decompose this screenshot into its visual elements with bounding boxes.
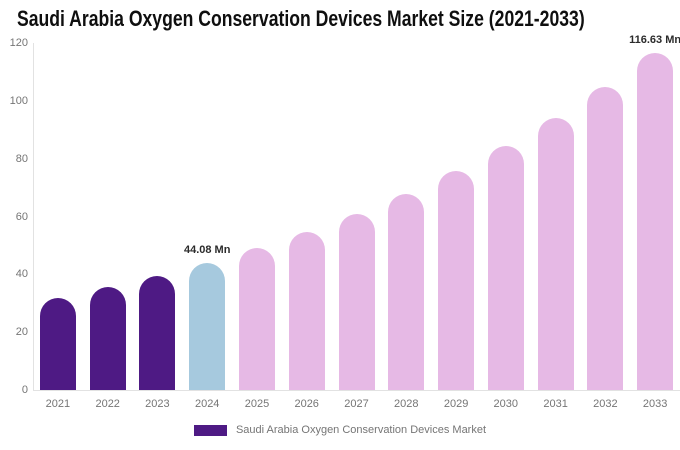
x-axis-label-2031: 2031 [543,398,568,410]
bar-2027[interactable] [338,213,375,390]
bar-2033[interactable] [637,52,674,390]
y-axis-tick-label: 60 [15,210,28,223]
y-axis-tick-label: 40 [15,268,28,281]
y-axis-tick-label: 80 [15,152,28,165]
x-axis-label-2033: 2033 [642,398,668,410]
y-axis-tick-label: 20 [15,326,28,339]
x-axis-label-2026: 2026 [294,398,319,410]
bar-2029[interactable] [438,171,474,390]
x-axis-label-2028: 2028 [394,398,419,410]
x-axis-label-2032: 2032 [593,398,618,410]
bar-2032[interactable] [587,87,624,390]
bar-2024[interactable] [189,262,226,390]
y-axis-tick-label: 0 [21,384,28,396]
bar-2021[interactable] [39,297,76,390]
x-axis-label-2030: 2030 [493,398,519,410]
x-axis-label-2025: 2025 [244,398,270,410]
x-axis-label-2027: 2027 [344,398,369,410]
data-label-2033: 116.63 Mn [629,33,680,46]
y-axis-line [33,43,34,390]
x-axis-label-2021: 2021 [45,398,71,410]
x-axis-label-2022: 2022 [95,398,120,410]
bar-2028[interactable] [388,193,425,390]
x-axis-label-2029: 2029 [443,398,469,410]
bar-2030[interactable] [487,146,524,390]
y-axis-tick-label: 100 [9,94,28,107]
legend-label: Saudi Arabia Oxygen Conservation Devices… [235,424,487,436]
legend-swatch [193,424,227,436]
bar-2022[interactable] [89,287,126,390]
legend[interactable]: Saudi Arabia Oxygen Conservation Devices… [0,424,680,436]
bar-2026[interactable] [288,231,325,390]
data-label-2024: 44.08 Mn [183,243,231,256]
y-axis-tick-label: 120 [9,37,28,49]
x-axis-line [33,390,680,391]
chart-title: Saudi Arabia Oxygen Conservation Devices… [17,6,585,31]
x-axis-label-2023: 2023 [145,398,170,410]
bar-2025[interactable] [239,248,275,390]
bar-2031[interactable] [537,118,574,390]
x-axis-label-2024: 2024 [194,398,220,410]
bar-2023[interactable] [139,275,176,390]
